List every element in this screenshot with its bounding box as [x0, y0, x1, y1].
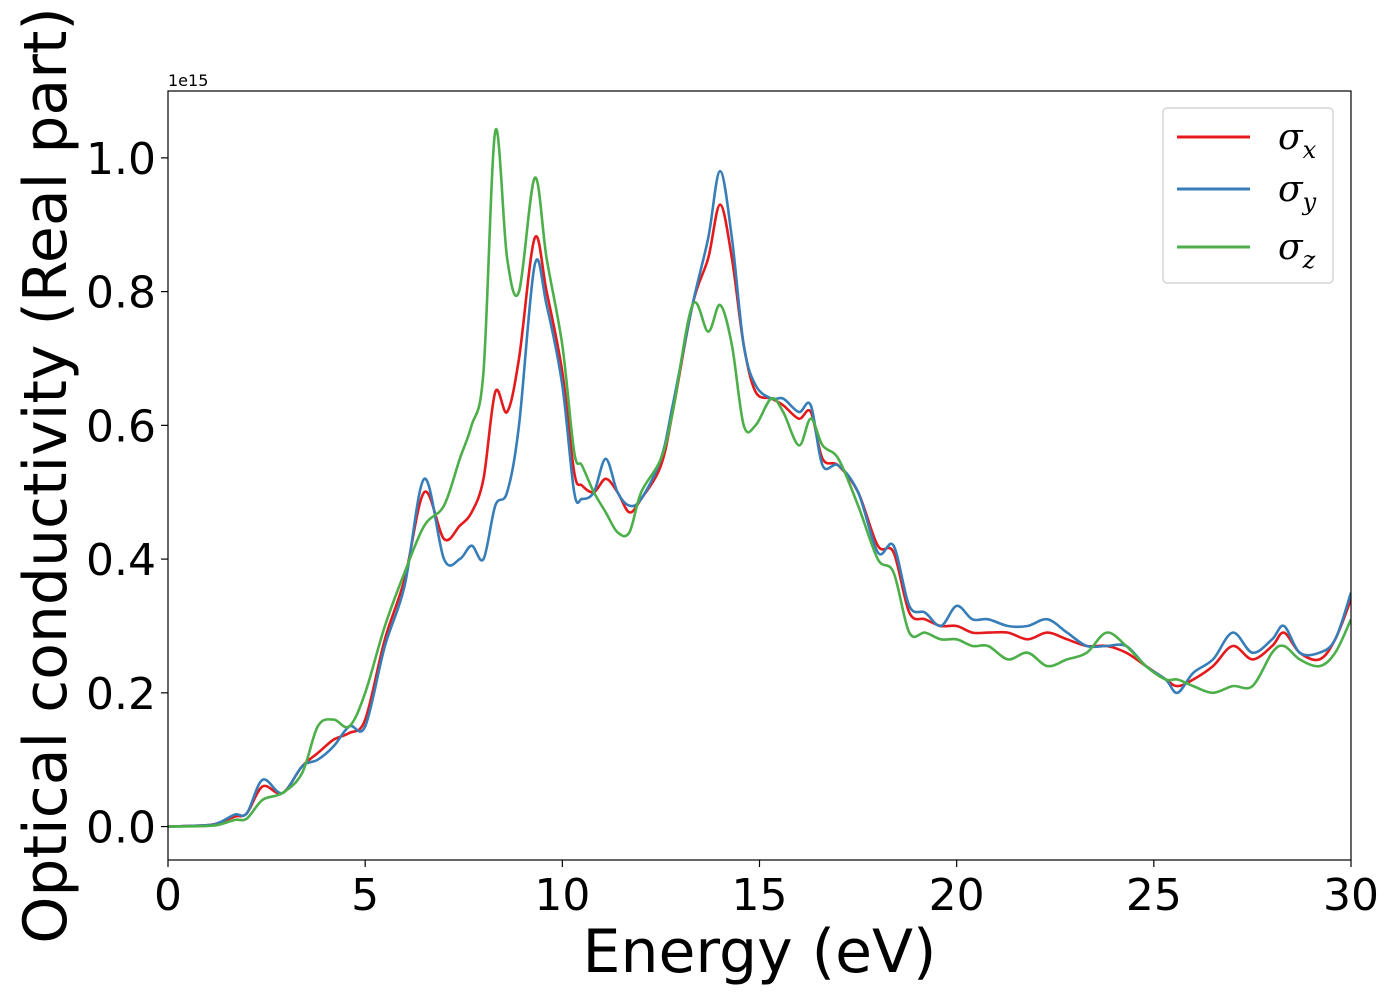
y-tick-label: 0.4 [86, 535, 156, 586]
x-tick-label: 5 [351, 870, 379, 921]
legend-label-y: σy [1278, 169, 1317, 216]
x-tick-label: 0 [154, 870, 182, 921]
y-offset-label: 1e15 [168, 71, 208, 90]
legend: σx σy σz [1162, 107, 1334, 284]
x-tick-label: 25 [1126, 870, 1182, 921]
y-axis-title: Optical conductivity (Real part) [11, 7, 81, 944]
series-layer [168, 127, 1351, 828]
x-tick-label: 15 [732, 870, 788, 921]
legend-label-x: σx [1278, 117, 1317, 164]
x-axis-title: Energy (eV) [583, 917, 937, 987]
y-tick-label: 0.6 [86, 401, 156, 452]
x-tick-label: 10 [534, 870, 590, 921]
x-tick-label: 30 [1323, 870, 1379, 921]
series-line-x [168, 203, 1351, 828]
y-tick-label: 0.2 [86, 669, 156, 720]
legend-entries: σx σy σz [1177, 117, 1317, 274]
x-tick-label: 20 [929, 870, 985, 921]
y-axis-ticks: 0.0 0.2 0.4 0.6 0.8 1.0 [86, 134, 168, 854]
y-tick-label: 0.8 [86, 268, 156, 319]
y-tick-label: 1.0 [86, 134, 156, 185]
legend-box [1162, 107, 1334, 284]
legend-label-z: σz [1278, 227, 1316, 274]
y-tick-label: 0.0 [86, 803, 156, 854]
series-line-z [168, 127, 1351, 828]
x-axis-ticks: 0 5 10 15 20 25 30 [154, 860, 1379, 921]
